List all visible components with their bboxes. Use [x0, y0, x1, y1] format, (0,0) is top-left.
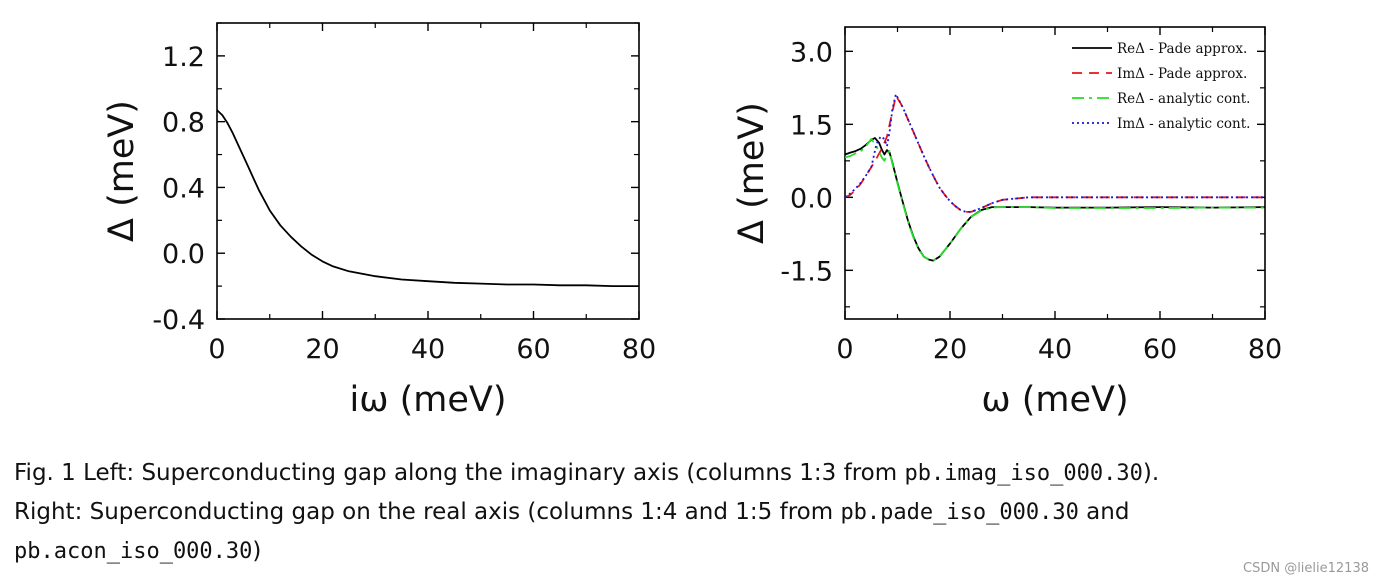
left-y-tick-label: 1.2: [162, 42, 205, 73]
left-x-tick-label: 80: [622, 334, 656, 365]
left-series-line-1: [217, 109, 639, 288]
caption-line1-suffix: ).: [1142, 460, 1160, 486]
right-y-tick-label: -1.5: [780, 256, 833, 287]
right-y-axis-label: Δ (meV): [732, 102, 772, 244]
right-x-tick-label: 0: [836, 334, 853, 365]
caption-line-2: Right: Superconducting gap on the real a…: [14, 493, 1374, 532]
caption-line-1: Fig. 1 Left: Superconducting gap along t…: [14, 454, 1374, 493]
legend-label-2: ImΔ - Pade approx.: [1117, 66, 1247, 82]
left-y-tick-label: 0.8: [162, 108, 205, 139]
caption-line2-suffix: and: [1078, 499, 1130, 525]
right-series-line-4: [845, 93, 1265, 213]
caption-file-pade: pb.pade_iso_000.30: [840, 500, 1079, 525]
caption-line-3: pb.acon_iso_000.30): [14, 532, 1374, 571]
right-y-tick-label: 3.0: [790, 37, 833, 68]
right-x-tick-label: 60: [1143, 334, 1177, 365]
legend-label-3: ReΔ - analytic cont.: [1117, 91, 1250, 107]
caption-file-imag: pb.imag_iso_000.30: [904, 461, 1143, 486]
right-x-tick-label: 40: [1038, 334, 1072, 365]
right-x-tick-label: 80: [1248, 334, 1282, 365]
left-x-axis-label: iω (meV): [349, 380, 506, 420]
right-chart: 0 20 40 60 80 -1.5 0.0 1.5 3.0 ω (meV) Δ (meV) ReΔ …: [732, 26, 1282, 420]
left-series-group: [217, 109, 639, 288]
right-series-group: [845, 93, 1265, 262]
legend-label-1: ReΔ - Pade approx.: [1117, 41, 1247, 57]
caption-line3-suffix: ): [252, 538, 262, 564]
left-y-tick-label: 0.0: [162, 239, 205, 270]
caption-file-acon: pb.acon_iso_000.30: [14, 539, 253, 564]
left-x-tick-label: 20: [305, 334, 339, 365]
right-series-line-1: [845, 137, 1265, 262]
watermark: CSDN @lielie12138: [1243, 561, 1369, 576]
legend-label-4: ImΔ - analytic cont.: [1117, 116, 1250, 132]
caption-line2-prefix: Right: Superconducting gap on the real a…: [14, 499, 841, 525]
right-x-tick-label: 20: [933, 334, 967, 365]
left-x-tick-label: 40: [411, 334, 445, 365]
caption-line1-prefix: Fig. 1 Left: Superconducting gap along t…: [14, 460, 905, 486]
figure-caption: Fig. 1 Left: Superconducting gap along t…: [14, 454, 1374, 571]
right-y-tick-label: 0.0: [790, 183, 833, 214]
left-y-axis-label: Δ (meV): [102, 100, 142, 242]
left-y-tick-label: 0.4: [162, 173, 205, 204]
left-plot-frame: [216, 22, 640, 320]
left-x-tick-label: 60: [516, 334, 550, 365]
left-y-tick-label: -0.4: [152, 305, 205, 336]
left-x-tick-label: 0: [208, 334, 225, 365]
left-chart: 0 20 40 60 80 -0.4 0.0 0.4 0.8 1.2 iω (meV) Δ (meV): [102, 22, 656, 420]
right-series-line-2: [845, 95, 1265, 213]
right-x-axis-label: ω (meV): [981, 380, 1128, 420]
right-y-tick-label: 1.5: [790, 110, 833, 141]
right-series-line-3: [845, 137, 1265, 262]
right-legend: ReΔ - Pade approx. ImΔ - Pade approx. ReΔ …: [1072, 41, 1250, 132]
